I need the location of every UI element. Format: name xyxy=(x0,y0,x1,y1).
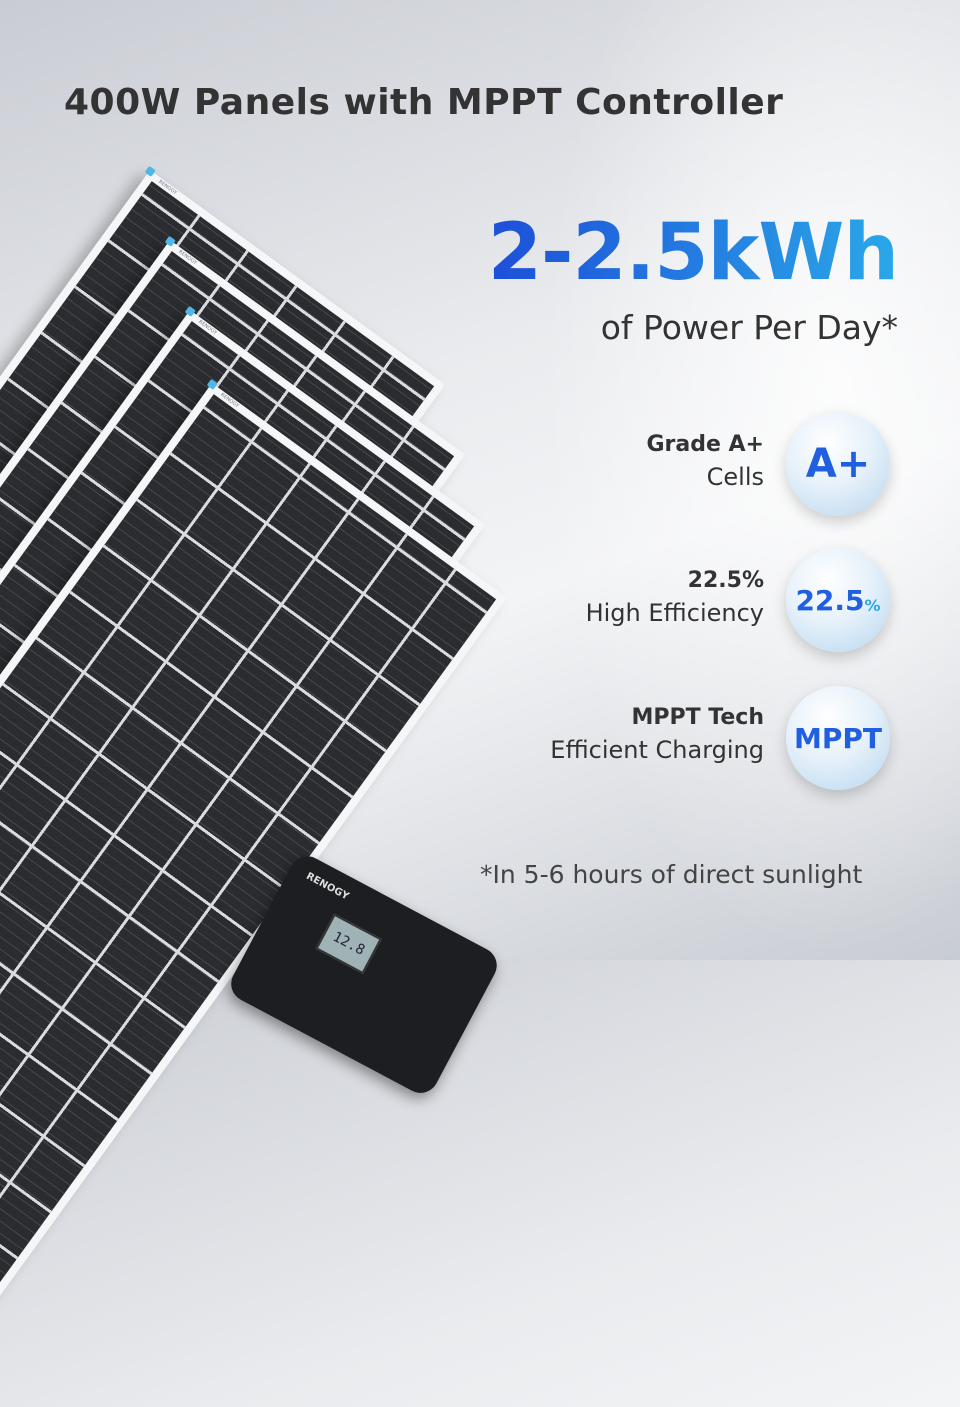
efficiency-badge-icon: 22.5% xyxy=(786,548,890,652)
footnote: *In 5-6 hours of direct sunlight xyxy=(480,860,863,889)
feature-grade: Grade A+ Cells xyxy=(646,432,764,491)
grade-a-plus-badge-icon: A+ xyxy=(786,412,890,516)
controller-display: 12.8 xyxy=(315,913,382,975)
headline: 400W Panels with MPPT Controller xyxy=(64,82,784,123)
mppt-badge-icon: MPPT xyxy=(786,686,890,790)
feature-title: MPPT Tech xyxy=(631,705,764,730)
background-light xyxy=(540,0,960,960)
energy-caption: of Power Per Day* xyxy=(600,308,898,347)
feature-efficiency: 22.5% High Efficiency xyxy=(586,568,764,627)
feature-subtitle: Cells xyxy=(706,463,764,491)
feature-title: 22.5% xyxy=(687,568,764,593)
brand-logo: RENOGY xyxy=(304,870,351,903)
feature-subtitle: High Efficiency xyxy=(585,599,764,627)
feature-subtitle: Efficient Charging xyxy=(550,736,764,764)
feature-title: Grade A+ xyxy=(646,432,764,457)
energy-value: 2-2.5kWh xyxy=(487,208,899,298)
feature-mppt: MPPT Tech Efficient Charging xyxy=(550,705,764,764)
